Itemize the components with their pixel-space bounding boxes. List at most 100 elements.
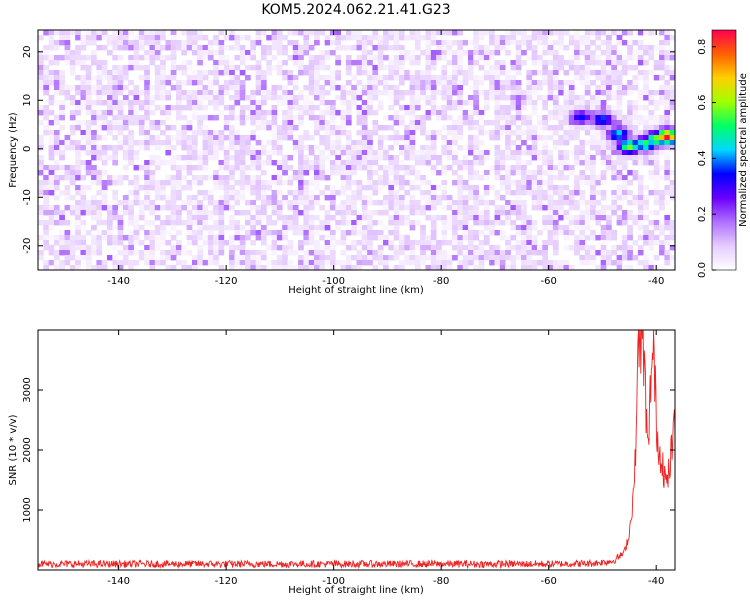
spectrogram-cell xyxy=(91,115,97,121)
spectrogram-cell xyxy=(489,250,495,256)
spectrogram-cell xyxy=(574,175,580,181)
spectrogram-cell xyxy=(499,90,506,96)
spectrogram-cell xyxy=(621,135,628,141)
spectrogram-cell xyxy=(494,190,501,196)
spectrogram-cell xyxy=(467,145,474,151)
spectrogram-cell xyxy=(335,30,341,36)
spectrogram-cell xyxy=(494,155,501,161)
spectrogram-cell xyxy=(207,90,214,96)
spectrogram-cell xyxy=(584,75,591,81)
spectrogram-cell xyxy=(266,150,272,156)
spectrogram-cell xyxy=(133,165,140,171)
spectrogram-cell xyxy=(213,205,219,211)
spectrogram-cell xyxy=(595,145,602,151)
spectrogram-cell xyxy=(584,160,591,166)
spectrogram-cell xyxy=(345,170,352,176)
spectrogram-cell xyxy=(276,85,283,91)
spectrogram-cell xyxy=(409,165,416,171)
spectrogram-cell xyxy=(138,105,145,111)
spectrogram-cell xyxy=(154,90,161,96)
spectrogram-cell xyxy=(568,95,575,101)
spectrogram-cell xyxy=(218,200,225,206)
spectrogram-cell xyxy=(170,210,177,216)
spectrogram-cell xyxy=(101,30,108,36)
spectrogram-cell xyxy=(298,50,304,56)
spectrogram-cell xyxy=(69,110,76,116)
spectrogram-cell xyxy=(664,30,671,36)
spectrogram-cell xyxy=(75,150,81,156)
spectrogram-cell xyxy=(637,50,644,56)
spectrogram-cell xyxy=(414,80,421,86)
spectrogram-cell xyxy=(298,265,304,271)
spectrogram-cell xyxy=(552,240,559,246)
spectrogram-cell xyxy=(276,160,283,166)
spectrogram-cell xyxy=(117,120,124,126)
spectrogram-cell xyxy=(308,135,315,141)
spectrogram-cell xyxy=(542,225,548,231)
spectrogram-cell xyxy=(351,160,357,166)
spectrogram-cell xyxy=(314,225,320,231)
spectrogram-cell xyxy=(393,140,400,146)
spectrogram-cell xyxy=(149,50,156,56)
spectrogram-cell xyxy=(91,195,97,201)
spectrogram-cell xyxy=(340,180,347,186)
spectrogram-cell xyxy=(144,190,150,196)
spectrogram-cell xyxy=(229,110,235,116)
spectrogram-cell xyxy=(53,130,60,136)
spectrogram-cell xyxy=(643,160,649,166)
spectrogram-cell xyxy=(621,190,628,196)
spectrogram-cell xyxy=(393,250,400,256)
spectrogram-cell xyxy=(446,260,453,266)
spectrogram-cell xyxy=(282,115,288,121)
spectrogram-cell xyxy=(377,105,384,111)
spectrogram-cell xyxy=(53,100,60,106)
spectrogram-cell xyxy=(64,220,71,226)
spectrogram-cell xyxy=(128,130,134,136)
spectrogram-cell xyxy=(388,85,395,91)
spectrogram-cell xyxy=(436,130,442,136)
spectrogram-cell xyxy=(202,220,209,226)
spectrogram-cell xyxy=(659,205,665,211)
spectrogram-cell xyxy=(53,180,60,186)
spectrogram-cell xyxy=(367,95,373,101)
spectrogram-cell xyxy=(170,175,177,181)
spectrogram-cell xyxy=(85,165,92,171)
spectrogram-cell xyxy=(414,175,421,181)
spectrogram-cell xyxy=(414,60,421,66)
spectrogram-cell xyxy=(308,165,315,171)
spectrogram-cell xyxy=(542,80,548,86)
spectrogram-cell xyxy=(398,80,405,86)
spectrogram-cell xyxy=(298,145,304,151)
spectrogram-cell xyxy=(229,260,235,266)
spectrogram-cell xyxy=(64,190,71,196)
spectrogram-cell xyxy=(207,255,214,261)
spectrogram-cell xyxy=(292,170,299,176)
spectrogram-cell xyxy=(271,265,278,271)
spectrogram-cell xyxy=(430,200,437,206)
spectrogram-cell xyxy=(536,35,543,41)
spectrogram-cell xyxy=(48,100,55,106)
spectrogram-cell xyxy=(43,190,50,196)
spectrogram-cell xyxy=(446,125,453,131)
spectrogram-cell xyxy=(245,145,251,151)
spectrogram-cell xyxy=(653,255,660,261)
spectrogram-cell xyxy=(404,70,410,76)
spectrogram-cell xyxy=(367,235,373,241)
spectrogram-cell xyxy=(542,105,548,111)
spectrogram-cell xyxy=(271,200,278,206)
spectrogram-cell xyxy=(107,155,113,161)
spectrogram-cell xyxy=(372,65,379,71)
spectrogram-cell xyxy=(420,225,426,231)
spectrogram-cell xyxy=(664,125,671,131)
spectrogram-cell xyxy=(170,75,177,81)
spectrogram-cell xyxy=(64,140,71,146)
spectrogram-cell xyxy=(38,250,44,256)
spectrogram-cell xyxy=(229,75,235,81)
spectrogram-cell xyxy=(213,130,219,136)
spectrogram-cell xyxy=(85,140,92,146)
spectrogram-cell xyxy=(282,35,288,41)
spectrogram-cell xyxy=(547,95,554,101)
spectrogram-cell xyxy=(547,235,554,241)
spectrogram-cell xyxy=(515,95,522,101)
spectrogram-cell xyxy=(653,150,660,156)
